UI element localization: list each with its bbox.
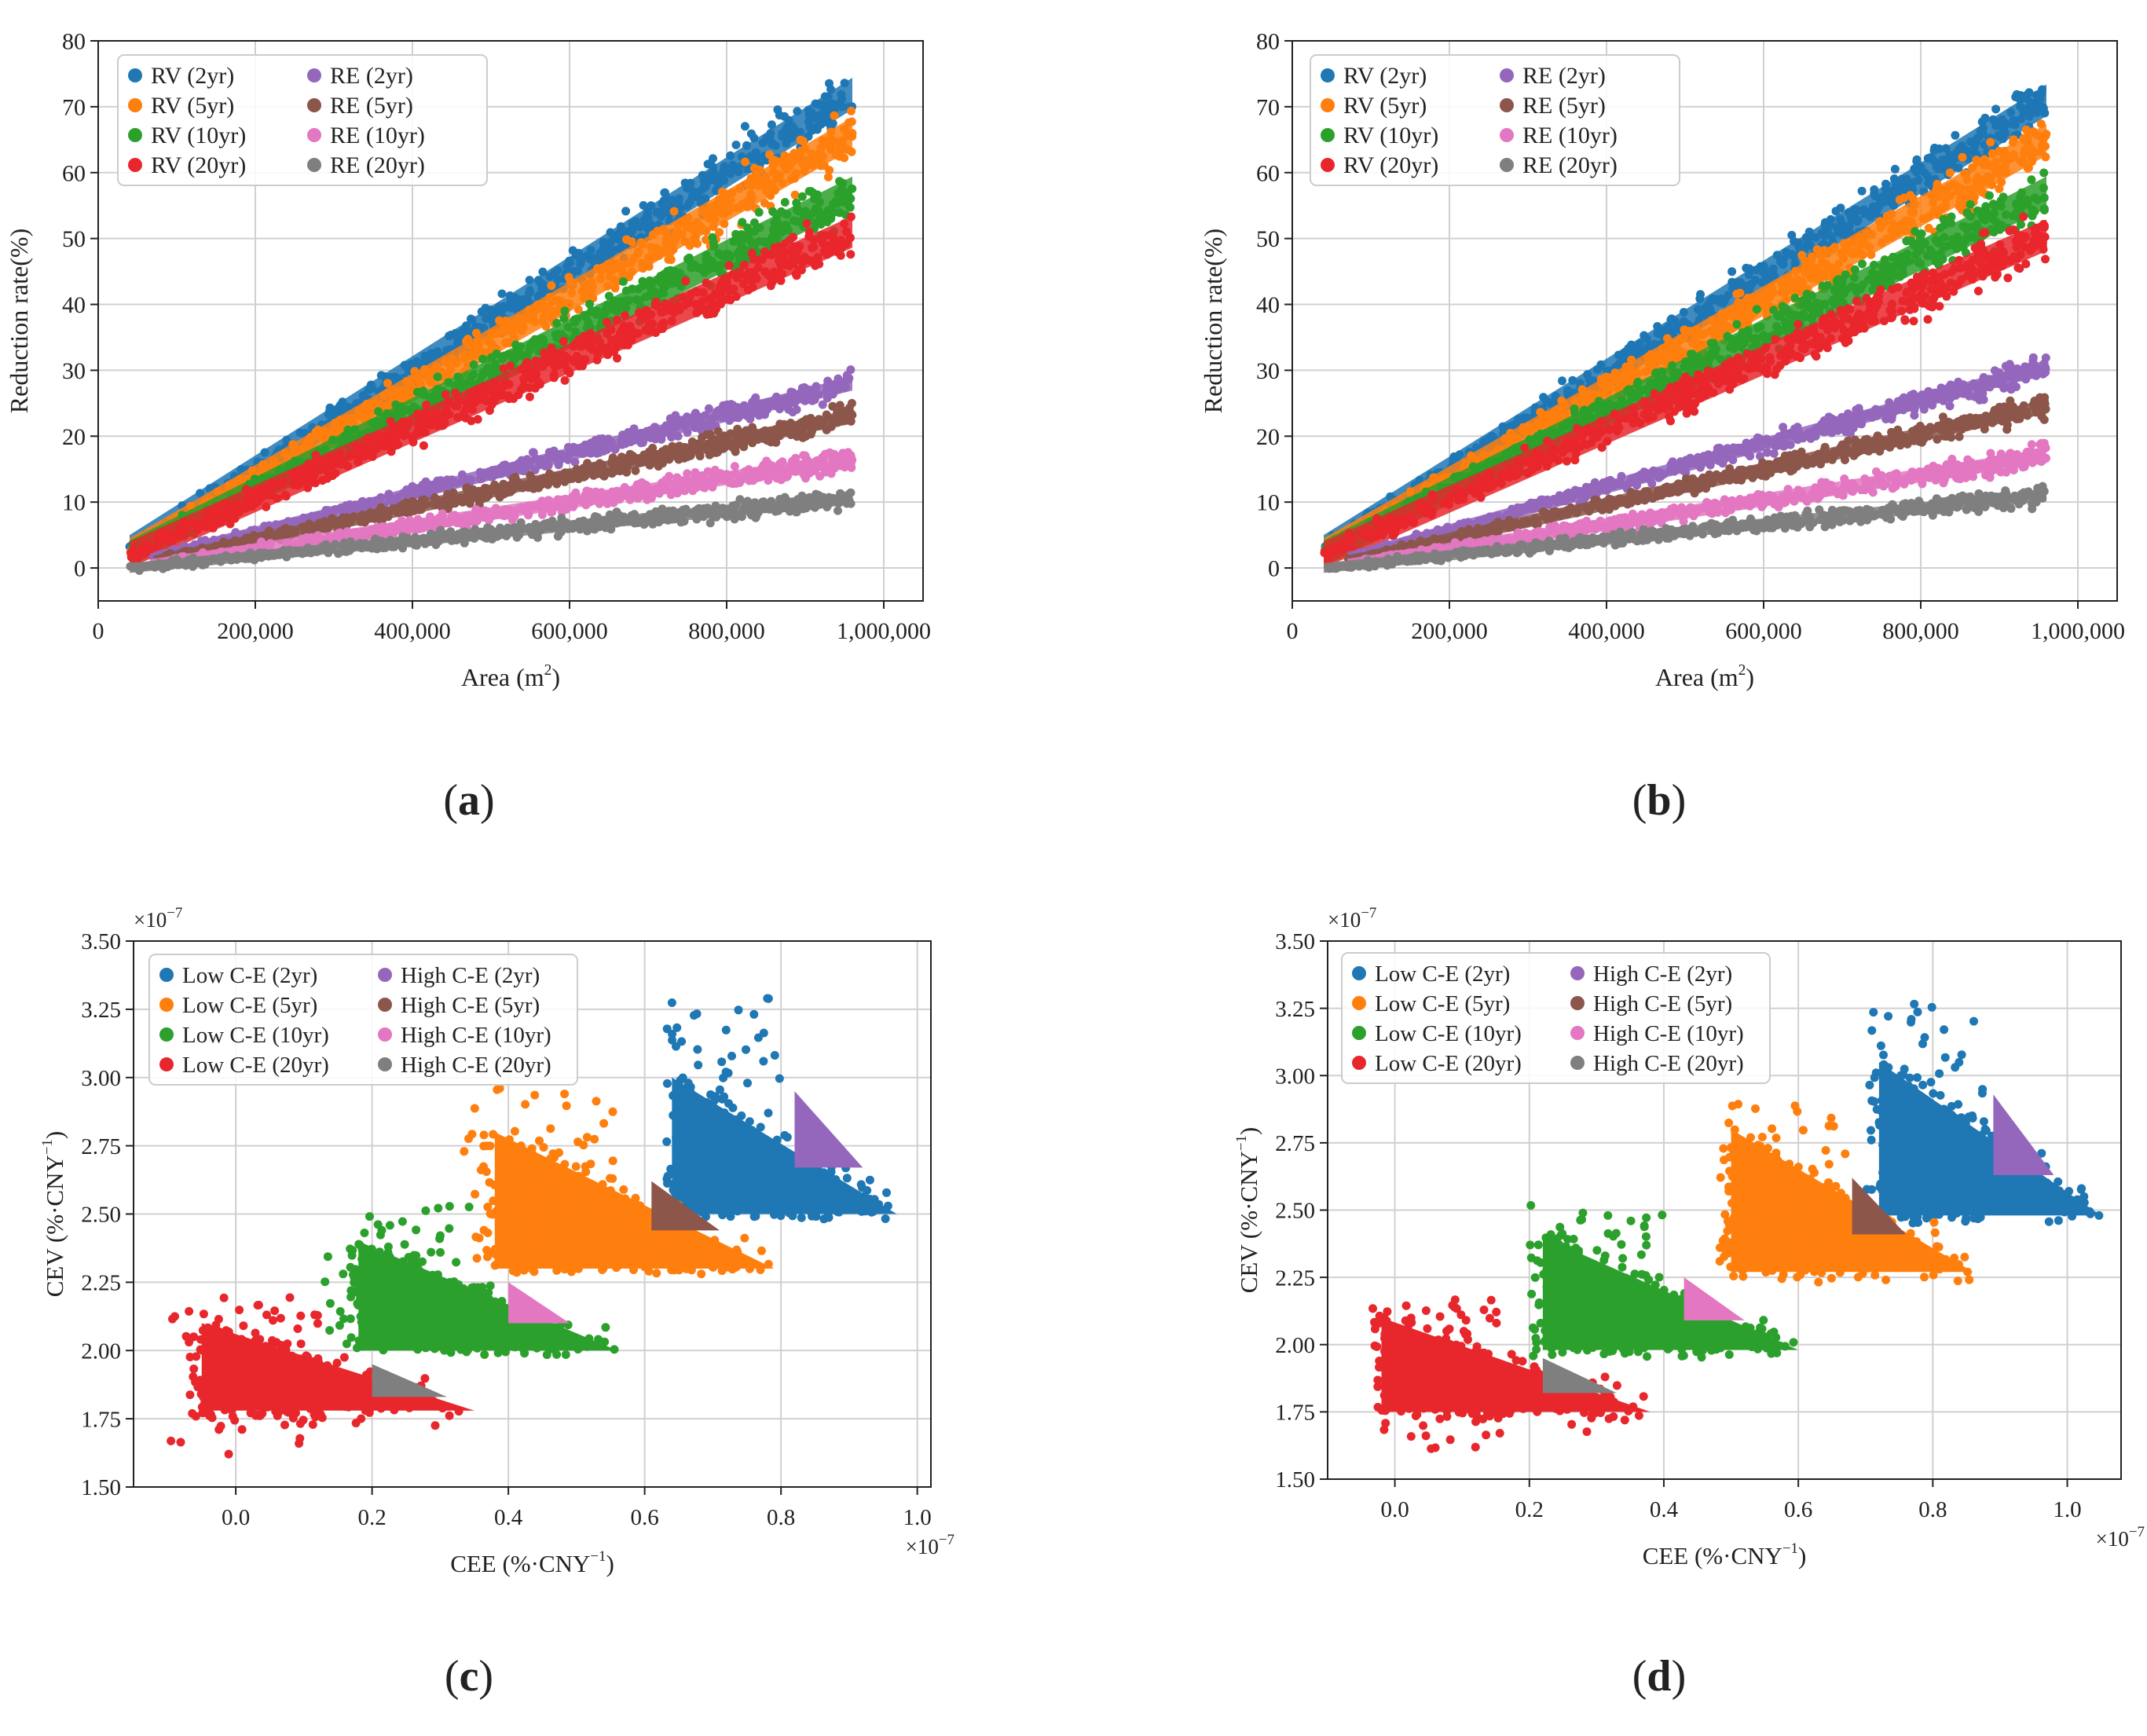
data-point	[441, 390, 450, 399]
data-point	[807, 187, 815, 196]
x-tick-label: 200,000	[217, 618, 294, 644]
data-point	[762, 456, 771, 466]
data-point	[790, 190, 800, 200]
data-point	[780, 198, 790, 207]
data-point	[802, 219, 812, 228]
data-point	[830, 111, 839, 120]
data-point	[705, 518, 715, 528]
data-point	[560, 306, 570, 316]
data-point	[730, 462, 739, 471]
data-point	[613, 353, 621, 363]
data-point	[799, 451, 808, 460]
data-point	[547, 281, 556, 291]
data-point	[525, 392, 534, 401]
data-point	[619, 277, 628, 286]
data-point	[828, 401, 837, 411]
data-point	[746, 129, 756, 138]
data-point	[497, 289, 507, 298]
data-point	[846, 106, 856, 115]
data-point	[754, 207, 764, 217]
data-point	[767, 120, 776, 130]
data-point	[709, 154, 717, 163]
data-point	[724, 261, 734, 270]
x-tick-label: 0	[93, 618, 104, 644]
data-point	[797, 192, 807, 201]
data-point	[713, 427, 723, 436]
data-point	[789, 233, 798, 242]
data-point	[499, 364, 508, 373]
data-point	[735, 495, 745, 504]
data-point	[621, 207, 631, 216]
data-point	[731, 141, 741, 149]
data-point	[835, 401, 845, 410]
data-point	[559, 337, 568, 346]
data-point	[560, 375, 570, 385]
data-point	[750, 163, 759, 173]
data-point	[846, 250, 856, 259]
data-point	[585, 299, 594, 309]
data-point	[741, 157, 749, 167]
data-point	[702, 235, 710, 244]
data-point	[419, 441, 428, 450]
data-point	[768, 207, 778, 216]
data-point	[681, 277, 691, 286]
data-point	[792, 405, 801, 414]
data-point	[796, 135, 805, 145]
data-point	[669, 207, 679, 216]
data-point	[740, 122, 749, 131]
data-point	[665, 471, 674, 481]
data-point	[823, 172, 833, 181]
data-point	[433, 372, 442, 382]
data-points	[125, 77, 857, 575]
data-point	[747, 248, 757, 258]
data-point	[708, 233, 717, 242]
data-point	[661, 188, 669, 197]
data-point	[622, 235, 632, 244]
data-point	[834, 506, 842, 515]
data-point	[473, 415, 482, 424]
data-point	[826, 469, 836, 478]
chart-panel-a: 0 200,000 400,000 600,000 800,000 1,000,00001…	[5, 29, 931, 692]
data-point	[773, 105, 782, 115]
